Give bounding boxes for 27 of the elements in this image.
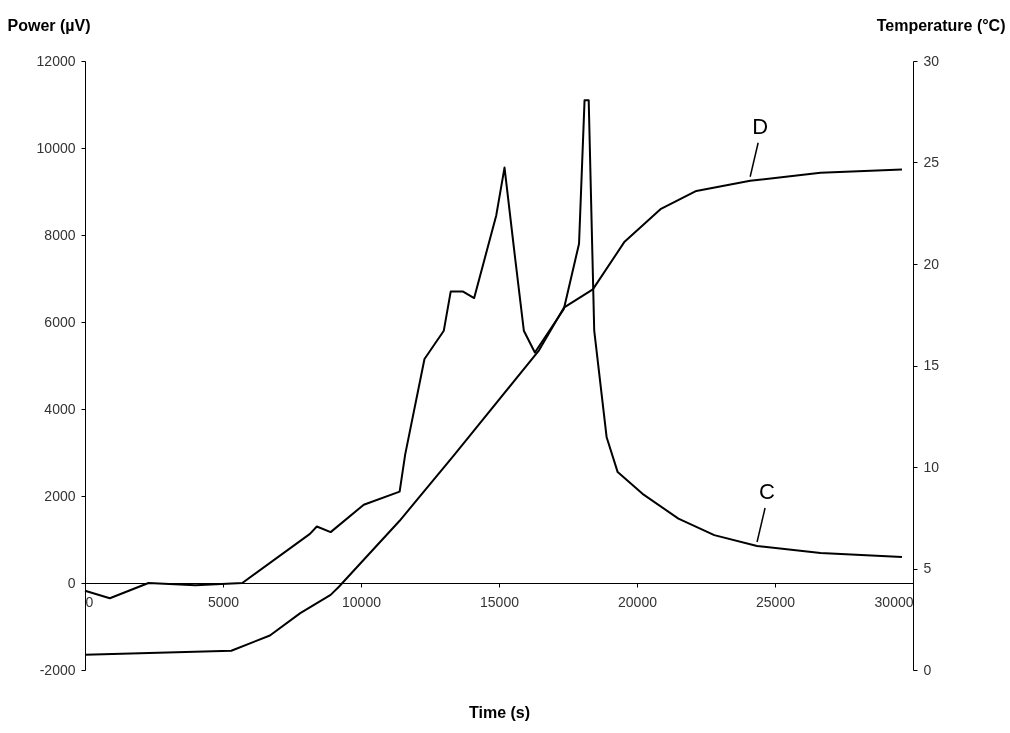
y2-tick-label: 20: [923, 255, 940, 272]
y2-axis-title: Temperature (°C): [876, 16, 1006, 34]
y-tick-label: 12000: [36, 52, 76, 69]
y2-tick-label: 25: [923, 154, 940, 170]
y-tick-label: 10000: [36, 139, 76, 156]
y2-tick-label: 15: [923, 357, 940, 373]
x-tick-label: 15000: [480, 593, 520, 610]
y2-tick-label: 10: [923, 458, 940, 475]
y-axis-title: Power (µV): [7, 16, 91, 34]
x-axis-title: Time (s): [468, 703, 531, 721]
x-tick-label: 20000: [618, 593, 658, 610]
x-tick-label: 0: [85, 593, 94, 610]
x-tick-label: 25000: [756, 593, 796, 610]
y-tick-label: -2000: [39, 661, 76, 678]
y2-tick-label: 30: [923, 52, 940, 69]
x-tick-label: 10000: [342, 593, 382, 610]
y-tick-label: 2000: [44, 487, 76, 504]
x-tick-label: 30000: [874, 593, 914, 610]
y-tick-label: 8000: [44, 226, 76, 243]
y-tick-label: 0: [67, 574, 76, 591]
x-tick-label: 5000: [207, 593, 240, 610]
series-label: D: [752, 113, 769, 139]
y2-tick-label: 5: [923, 560, 932, 576]
y2-tick-label: 0: [923, 661, 932, 678]
series-label: C: [759, 479, 776, 505]
y-tick-label: 6000: [44, 313, 76, 330]
y-tick-label: 4000: [44, 400, 76, 417]
